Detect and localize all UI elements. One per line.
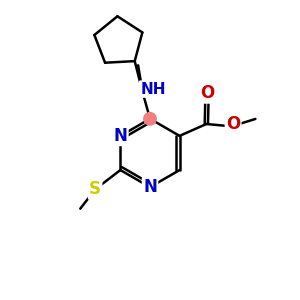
Text: N: N (113, 127, 127, 145)
Text: O: O (226, 115, 240, 133)
Text: NH: NH (140, 82, 166, 97)
Circle shape (114, 130, 127, 142)
Text: S: S (89, 180, 101, 198)
Circle shape (144, 112, 156, 125)
Text: N: N (143, 178, 157, 196)
Text: O: O (200, 84, 214, 102)
